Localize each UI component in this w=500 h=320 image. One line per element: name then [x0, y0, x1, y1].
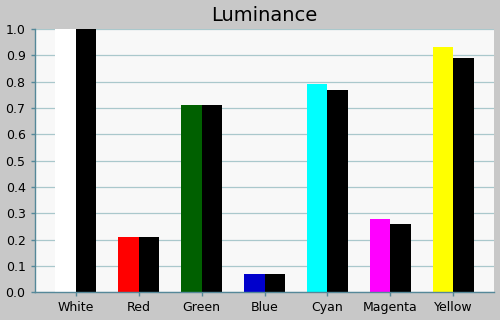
Bar	[202, 105, 222, 292]
Bar	[454, 58, 473, 292]
Bar	[244, 274, 264, 292]
Bar	[76, 29, 96, 292]
Bar	[308, 84, 328, 292]
Bar	[118, 237, 139, 292]
Bar	[138, 237, 158, 292]
Bar	[370, 219, 390, 292]
Bar	[390, 224, 410, 292]
Title: Luminance: Luminance	[212, 5, 318, 25]
Bar	[328, 90, 347, 292]
Bar	[182, 105, 202, 292]
Bar	[264, 274, 284, 292]
Bar	[56, 29, 76, 292]
Bar	[433, 47, 454, 292]
